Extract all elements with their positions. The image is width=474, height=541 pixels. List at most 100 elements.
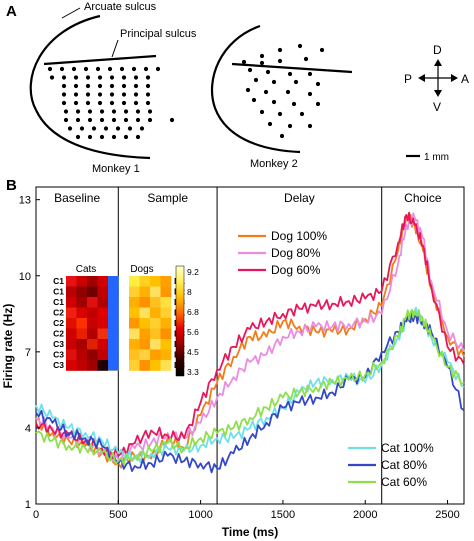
y-tick-label: 4	[25, 423, 31, 435]
legend-entry: Cat 80%	[381, 458, 427, 472]
colorbar-tick-label: 5.6	[187, 327, 199, 337]
heatmap-cell	[87, 276, 98, 287]
recording-site	[75, 134, 81, 140]
recording-site	[115, 126, 121, 131]
x-axis-label: Time (ms)	[222, 525, 278, 539]
monkey2-recording-sites	[241, 43, 325, 139]
recording-site	[121, 100, 127, 106]
recording-site	[297, 43, 303, 49]
recording-site	[49, 75, 55, 80]
recording-site	[71, 66, 77, 72]
recording-site	[133, 83, 139, 89]
monkey2-arcuate-sulcus	[210, 24, 301, 154]
recording-site	[79, 126, 85, 131]
heatmap-cell	[87, 318, 98, 329]
recording-site	[109, 100, 115, 106]
recording-site	[251, 97, 257, 103]
recording-site	[61, 92, 67, 97]
recording-site	[139, 126, 145, 131]
plot-frame	[35, 186, 465, 505]
recording-site	[303, 56, 309, 62]
line-chart: Baseline Sample Delay Choice 0 500 1000 1500 20…	[1, 186, 465, 539]
recording-site	[127, 126, 133, 131]
heatmap-row-label: C3	[53, 339, 64, 349]
recording-site	[123, 117, 129, 123]
principal-sulcus-label: Principal sulcus	[120, 28, 197, 40]
heatmap-cell	[160, 318, 172, 329]
monkey1-principal-sulcus	[43, 54, 157, 66]
epoch-label: Delay	[284, 191, 315, 205]
heatmap-row-label: C3	[53, 350, 64, 360]
legend-entry: Dog 60%	[271, 263, 321, 277]
heatmap-row-label: C3	[53, 360, 64, 370]
x-axis-ticks: 0 500 1000 1500 2000 2500	[33, 500, 460, 521]
x-tick-label: 2000	[353, 509, 377, 521]
heatmap-cell	[66, 328, 77, 340]
heatmap-cell	[139, 328, 151, 340]
recording-site	[277, 47, 283, 53]
heatmap-cell	[150, 297, 161, 308]
recording-site	[85, 83, 91, 89]
recording-site	[133, 75, 139, 80]
recording-site	[75, 117, 81, 123]
recording-site	[277, 58, 283, 64]
heatmap-cell	[97, 360, 109, 371]
heatmap-cell	[150, 360, 161, 371]
colorbar-tick-label: 3.3	[187, 367, 199, 377]
recording-site	[133, 100, 139, 106]
recording-site	[265, 69, 271, 75]
heatmap-cell	[160, 276, 172, 287]
recording-site	[135, 117, 141, 123]
recording-site	[121, 83, 127, 89]
recording-site	[97, 92, 103, 97]
heatmap-cell	[150, 286, 161, 298]
heatmap-cell	[76, 339, 88, 350]
monkey1-recording-sites	[47, 66, 175, 140]
recording-site	[285, 89, 291, 95]
recording-site	[97, 83, 103, 89]
heatmap-cell	[160, 360, 172, 371]
recording-site	[73, 75, 79, 80]
recording-site	[87, 109, 93, 114]
recording-site	[307, 91, 313, 97]
recording-site	[131, 66, 137, 72]
heatmap-cell	[76, 286, 88, 298]
heatmap-cell	[160, 297, 172, 308]
recording-site	[73, 100, 79, 106]
recording-site	[91, 126, 97, 131]
heatmap-cell	[129, 328, 140, 340]
heatmap-cell	[139, 276, 151, 287]
heatmap-cell	[66, 349, 77, 361]
heatmap-cell	[139, 360, 151, 371]
recording-site	[259, 53, 265, 59]
recording-site	[315, 101, 321, 107]
recording-site	[291, 101, 297, 107]
arcuate-pointer	[61, 7, 81, 19]
recording-site	[319, 47, 325, 53]
panel-b-label: B	[6, 177, 17, 194]
heatmap-divider	[108, 276, 119, 371]
monkey1-label: Monkey 1	[92, 163, 140, 175]
recording-site	[145, 92, 151, 97]
recording-site	[119, 66, 125, 72]
heatmap-cell	[139, 339, 151, 350]
heatmap-colorbar: 9.2 8 6.8 5.6 4.5 3.3	[175, 265, 199, 377]
heatmap-cell	[139, 286, 151, 298]
recording-site	[111, 117, 117, 123]
arcuate-sulcus-label: Arcuate sulcus	[84, 1, 157, 13]
heatmap-cell	[66, 307, 77, 319]
recording-site	[147, 109, 153, 114]
recording-site	[315, 81, 321, 87]
recording-site	[287, 71, 293, 77]
recording-site	[109, 83, 115, 89]
recording-site	[61, 75, 67, 80]
orientation-compass: D V P A	[404, 43, 469, 114]
heatmap-row-label: C1	[53, 297, 64, 307]
series-line	[35, 211, 465, 459]
epoch-label: Sample	[147, 191, 188, 205]
recording-site	[169, 117, 175, 123]
recording-site	[287, 123, 293, 129]
heatmap-cells	[66, 276, 172, 371]
recording-site	[293, 79, 299, 85]
